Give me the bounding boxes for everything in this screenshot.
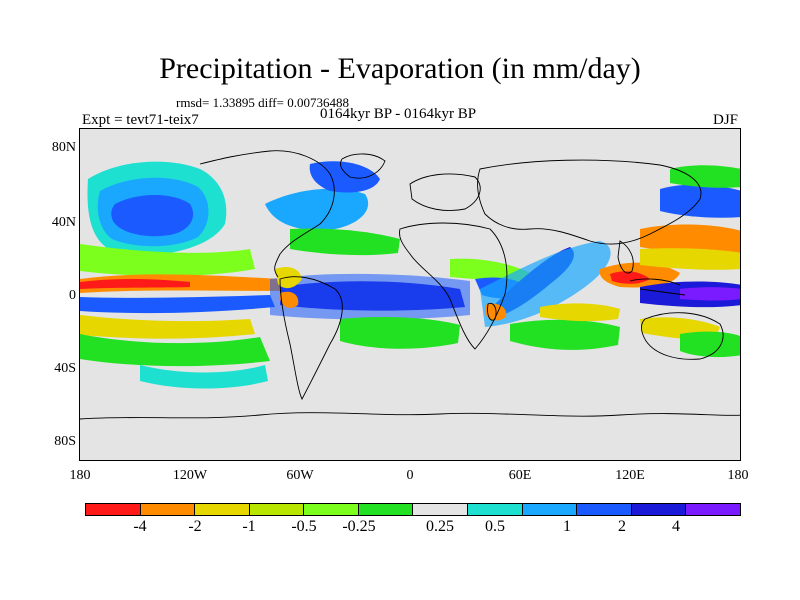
south-pacific-yellow [80,315,255,339]
north-west-pacific-dry [640,224,740,254]
south-indian-green [510,319,620,350]
equatorial-pacific-violet [680,287,740,301]
period-label: 0164kyr BP - 0164kyr BP [320,106,477,122]
coast-indochina [617,240,634,274]
gulf-stream-wet [265,188,369,231]
colorbar-cell [86,504,141,515]
colorbar-cell [631,504,687,515]
kuroshio-wet [660,184,740,218]
colorbar-cell [140,504,196,515]
coast-europe [409,173,481,211]
colorbar-cell [686,504,740,515]
x-tick-label: 60E [508,468,532,483]
coast-africa [399,222,508,350]
atlantic-wet-outer [270,273,470,320]
west-pacific-dry-core [610,271,650,284]
colorbar-label: 0.25 [426,518,454,535]
south-america-dry-core [280,291,299,308]
north-pacific-wet-core [111,194,194,237]
south-america-dry [275,267,302,289]
x-tick-label: 180 [69,468,91,483]
y-tick-label: 80S [54,434,76,449]
colorbar-label: -4 [133,518,147,535]
stats-line: rmsd= 1.33895 diff= 0.00736488 [176,95,349,110]
south-pacific-convergence [80,295,275,314]
south-atlantic-green [340,317,460,349]
coast-south-america [279,276,343,400]
madagascar-dry [485,303,507,321]
south-pacific-green [80,334,270,367]
colorbar-label: -0.5 [291,518,317,535]
colorbar-cell [577,504,632,515]
season-label: DJF [712,112,738,128]
colorbar-label: 0.5 [485,518,505,535]
coast-antarctica [80,412,740,420]
x-tick-label: 60W [286,468,314,483]
map-panel [79,128,741,461]
y-tick-label: 80N [51,140,76,155]
colorbar-cell [413,504,469,515]
x-tick-label: 120W [172,468,208,483]
colorbar-cell [358,504,414,515]
precip-evap-map [80,129,740,460]
colorbar-cell [522,504,578,515]
colorbar [85,503,741,516]
south-pacific-cyan [140,365,268,389]
colorbar-label: -1 [242,518,256,535]
x-tick-label: 120E [615,468,645,483]
coast-maritime-continent [629,278,686,296]
coast-north-america [199,150,335,278]
colorbar-cell [195,504,250,515]
coast-asia [477,159,702,245]
coast-madagascar [487,302,497,321]
colorbar-label: 1 [563,518,571,535]
colorbar-label: -2 [188,518,202,535]
colorbar-cell [249,504,305,515]
y-tick-label: 40N [51,215,76,230]
x-tick-label: 180 [727,468,749,483]
colorbar-cell [468,504,523,515]
colorbar-label: 4 [672,518,680,535]
chart-title: Precipitation - Evaporation (in mm/day) [159,52,641,85]
subtropic-pacific-dry [80,244,255,276]
south-west-pacific-green [680,331,740,358]
colorbar-cell [304,504,359,515]
x-tick-label: 0 [406,468,414,483]
north-pacific-east-green [670,165,740,188]
indian-ocean-wet [480,241,611,327]
coast-australia [640,312,724,360]
colorbar-label: -0.25 [342,518,376,535]
coastlines [80,150,740,420]
north-atlantic-wet-core [309,161,380,193]
south-indian-yellow [540,303,620,322]
experiment-label: Expt = tevt71-teix7 [82,112,199,128]
colorbar-label: 2 [618,518,626,535]
north-west-pacific-yellow [640,248,740,270]
north-atlantic-green [290,228,400,256]
y-tick-label: 40S [54,361,76,376]
y-tick-label: 0 [69,288,76,303]
coast-greenland [339,153,386,179]
itcz-pacific-core [80,278,190,289]
